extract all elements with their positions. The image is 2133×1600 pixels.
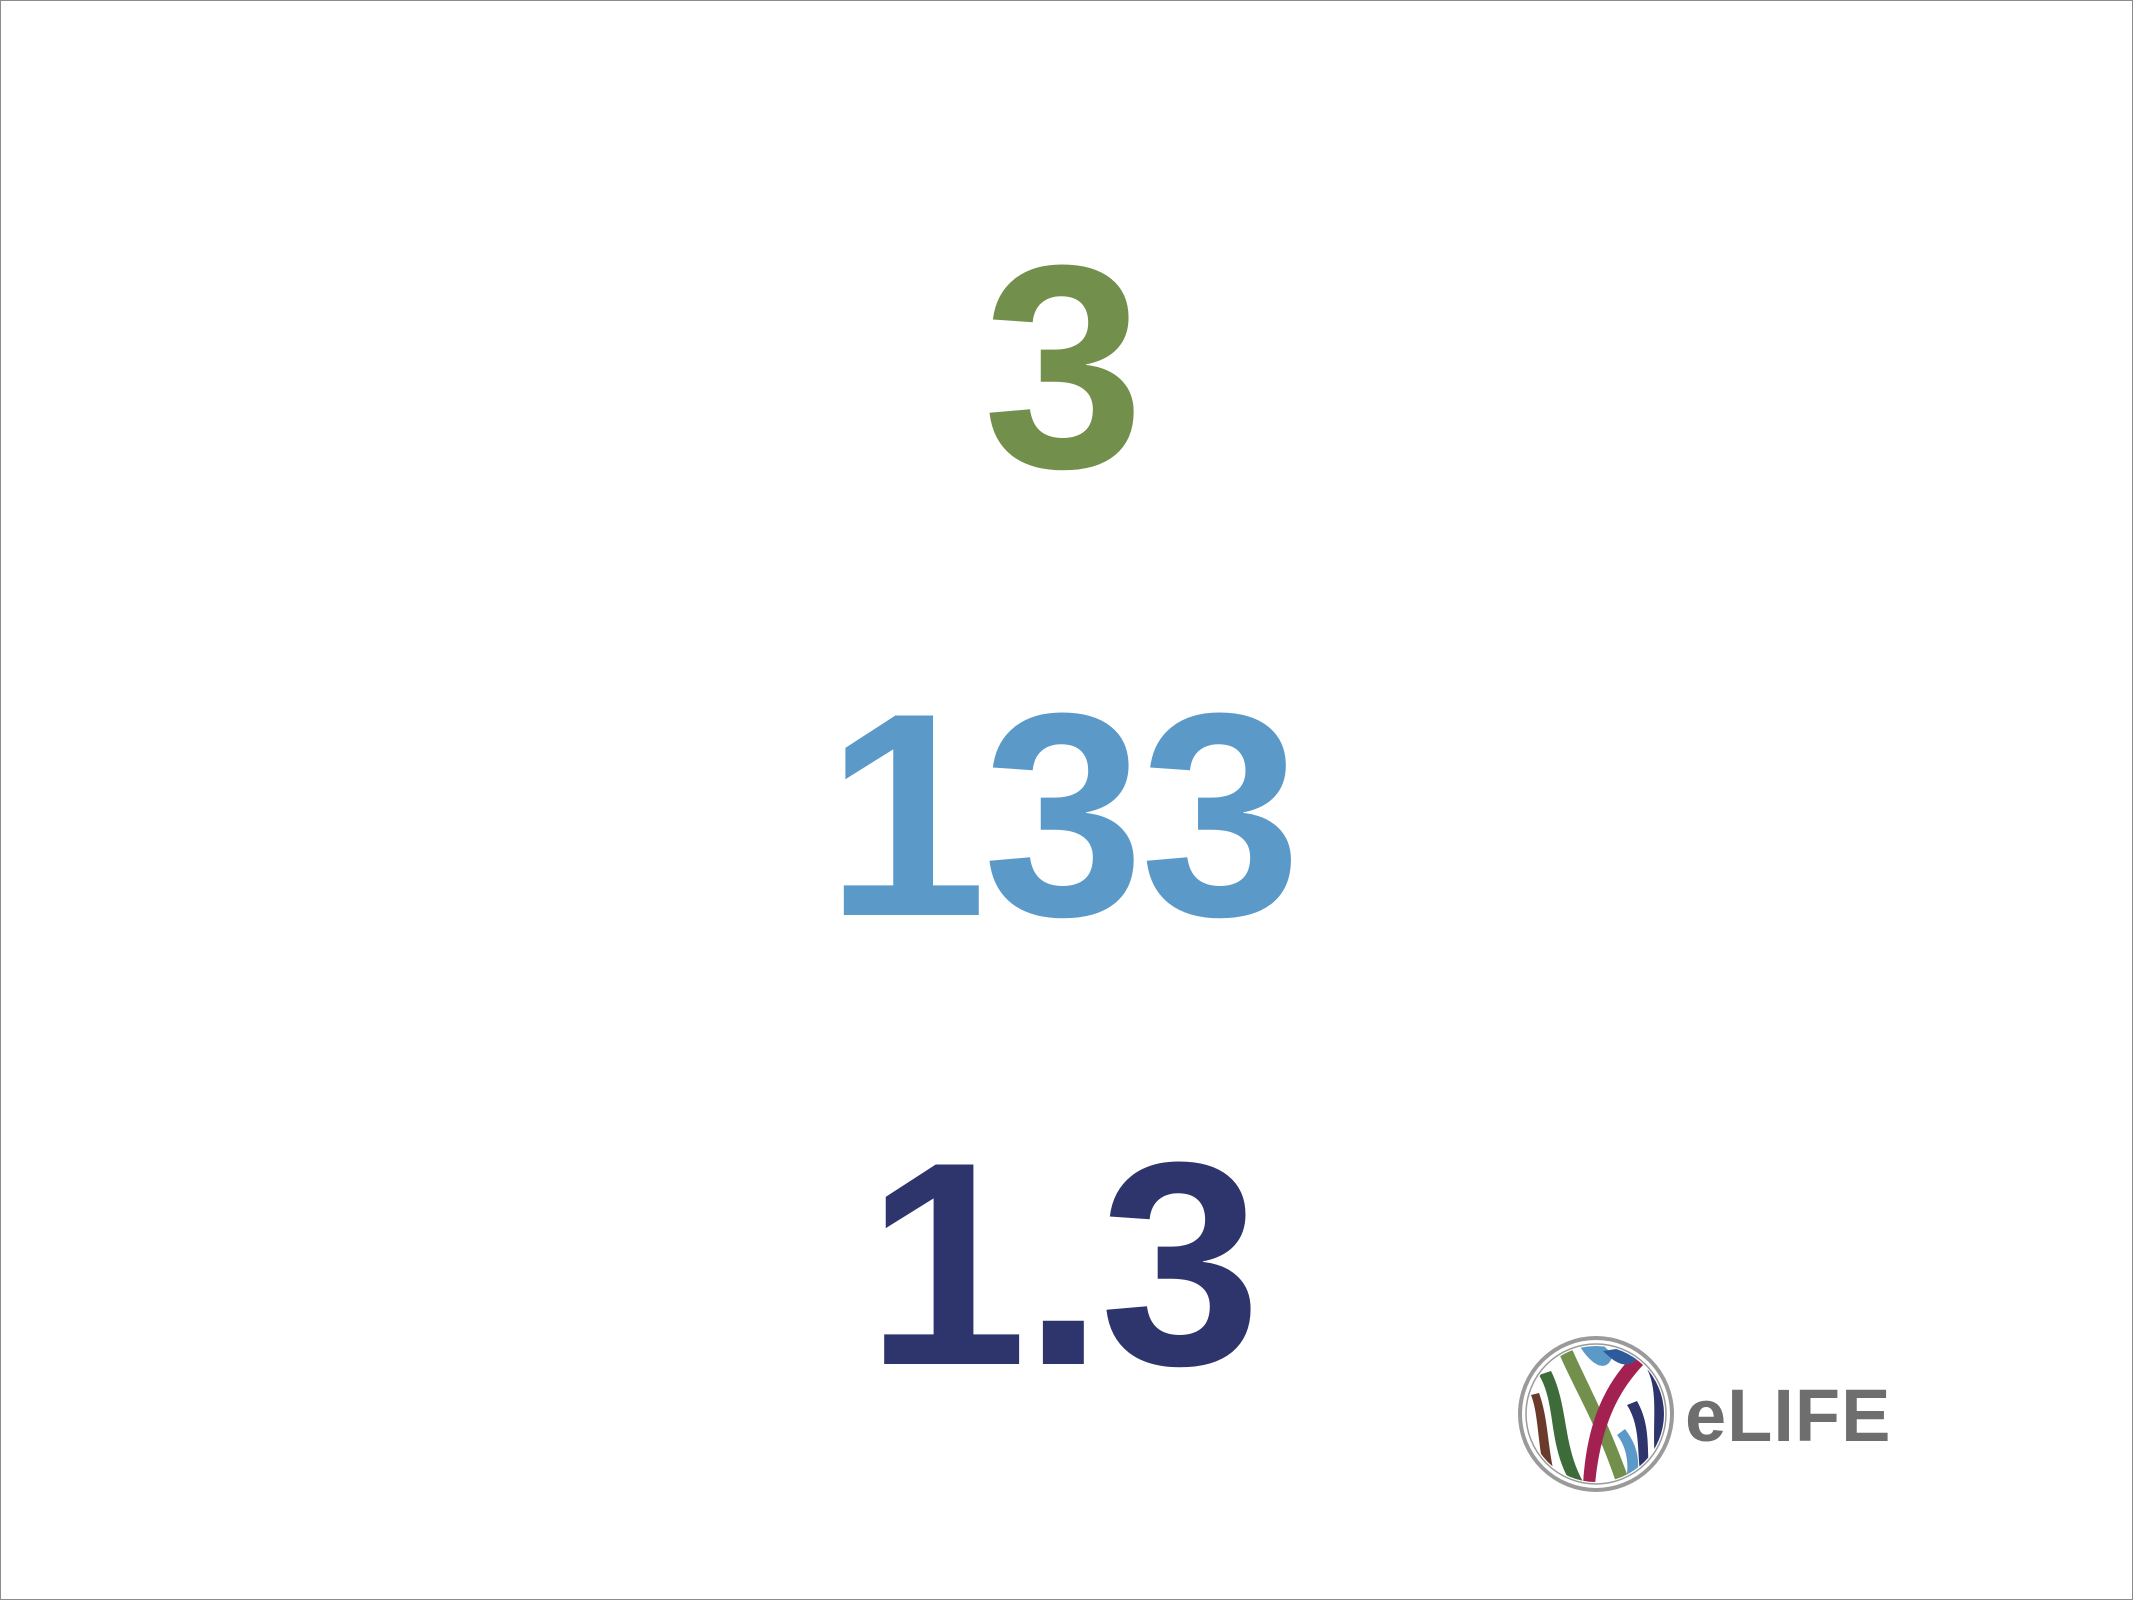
stat-value-1: 3 (982, 205, 1144, 529)
stat-value-3: 1.3 (865, 1102, 1261, 1426)
elife-logo: eLIFE (1517, 1335, 1890, 1495)
elife-logo-text: eLIFE (1685, 1374, 1892, 1457)
elife-logo-icon (1518, 1336, 1674, 1492)
stat-value-2: 133 (825, 653, 1302, 977)
